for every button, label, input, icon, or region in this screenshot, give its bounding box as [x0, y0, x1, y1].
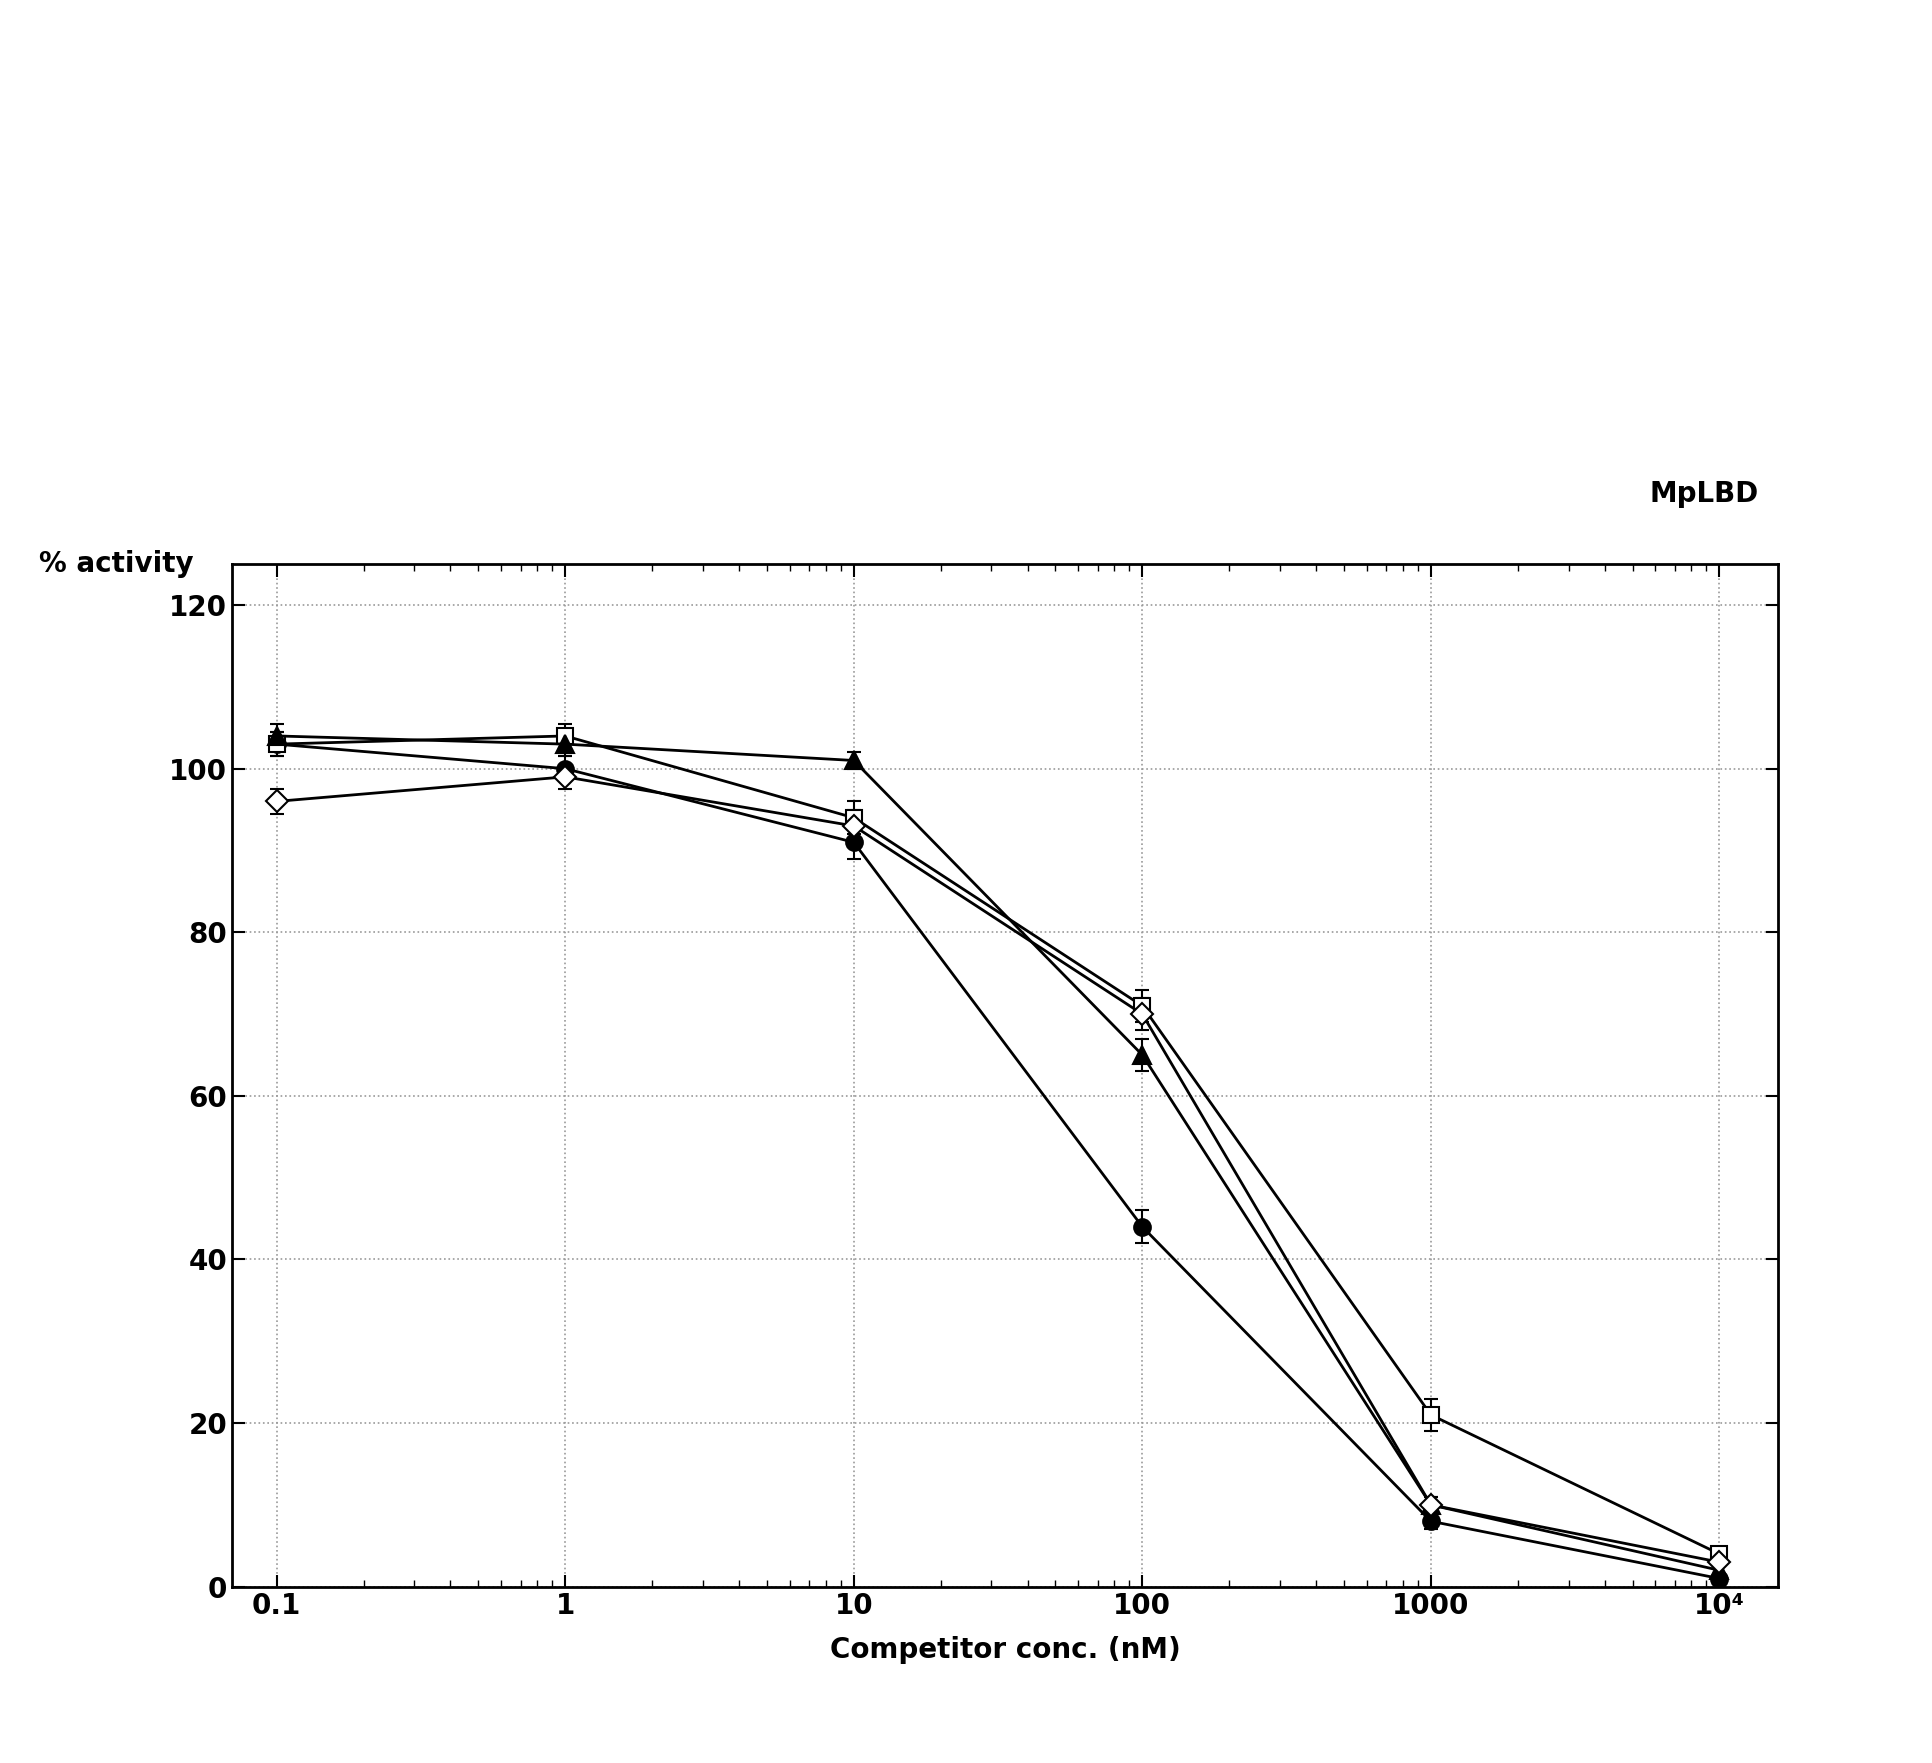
Text: MpLBD: MpLBD [1648, 480, 1758, 508]
X-axis label: Competitor conc. (nM): Competitor conc. (nM) [829, 1636, 1180, 1664]
Text: % activity: % activity [39, 550, 193, 578]
